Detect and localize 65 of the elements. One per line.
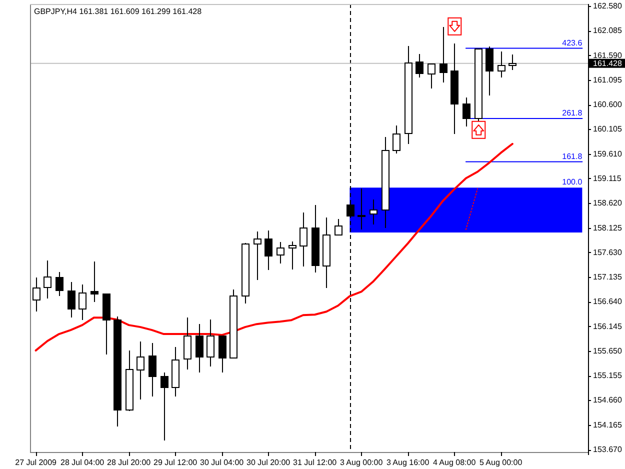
candlestick: [498, 50, 506, 78]
candlestick: [462, 97, 470, 127]
y-tick-label: 156.145: [593, 322, 622, 331]
annotation: 100.0: [562, 178, 583, 187]
candlestick: [416, 53, 424, 78]
x-tick-label: 28 Jul 04:00: [60, 458, 105, 467]
candlestick: [44, 260, 52, 300]
candlestick: [68, 281, 76, 318]
y-tick-label: 155.155: [593, 371, 622, 380]
series-label: 161.8: [562, 152, 583, 161]
y-tick-label: 161.590: [593, 50, 622, 60]
y-tick-label: 160.600: [593, 100, 622, 110]
candlestick: [90, 260, 98, 303]
candlestick: [392, 124, 400, 154]
candlestick: [370, 199, 378, 226]
candlestick: [508, 54, 516, 70]
x-tick-label: 30 Jul 20:00: [246, 458, 291, 467]
x-tick-label: 29 Jul 12:00: [154, 458, 198, 467]
candlestick: [56, 271, 64, 297]
y-tick-label: 159.115: [593, 174, 622, 183]
x-tick-label: 3 Aug 16:00: [386, 458, 430, 467]
y-tick-label: 162.580: [593, 1, 622, 10]
candlestick: [486, 46, 494, 96]
ref-line-label: 161.428: [593, 58, 622, 68]
y-tick-label: 155.650: [593, 346, 622, 356]
candlestick: [148, 342, 156, 398]
series-label: 261.8: [562, 108, 583, 118]
candlestick: [288, 240, 296, 270]
y-tick-label: 159.610: [593, 149, 622, 158]
candlestick: [254, 230, 262, 280]
y-tick-label: 162.085: [593, 26, 622, 36]
x-tick-label: 31 Jul 12:00: [293, 458, 338, 467]
candlestick: [300, 212, 308, 267]
candlestick: [264, 230, 272, 270]
chart-title: GBPJPY,H4 161.381 161.609 161.299 161.428: [34, 7, 202, 16]
y-tick-label: 158.620: [593, 198, 622, 208]
candlestick: [160, 372, 168, 442]
candlestick: [184, 317, 192, 370]
candlestick: [440, 26, 448, 84]
candlestick: [136, 340, 144, 400]
candlestick: [276, 241, 284, 264]
series-label: 423.6: [562, 38, 583, 48]
y-tick-label: 160.105: [593, 124, 622, 134]
x-tick-label: 28 Jul 20:00: [107, 458, 152, 467]
candlestick: [32, 276, 40, 312]
y-tick-label: 157.135: [593, 272, 622, 282]
candlestick: [78, 284, 86, 321]
x-tick-label: 30 Jul 04:00: [200, 458, 244, 467]
x-tick-label: 27 Jul 2009: [15, 458, 58, 467]
candlestick: [206, 319, 214, 367]
x-tick-label: 3 Aug 00:00: [340, 458, 384, 467]
y-tick-label: 154.660: [593, 396, 622, 405]
x-tick-label: 4 Aug 08:00: [432, 458, 476, 467]
candlestick: [428, 64, 436, 90]
y-tick-label: 153.670: [593, 445, 622, 454]
candlestick: [196, 324, 204, 373]
y-tick-label: 157.630: [593, 248, 622, 257]
x-tick-label: 5 Aug 00:00: [479, 458, 523, 467]
candlestick: [334, 218, 342, 236]
y-tick-label: 154.165: [593, 420, 622, 430]
candlestick: [358, 188, 366, 230]
y-tick-label: 156.640: [593, 297, 622, 306]
y-tick-label: 161.095: [593, 75, 622, 84]
candlestick: [218, 335, 226, 373]
y-tick-label: 158.125: [593, 223, 622, 232]
